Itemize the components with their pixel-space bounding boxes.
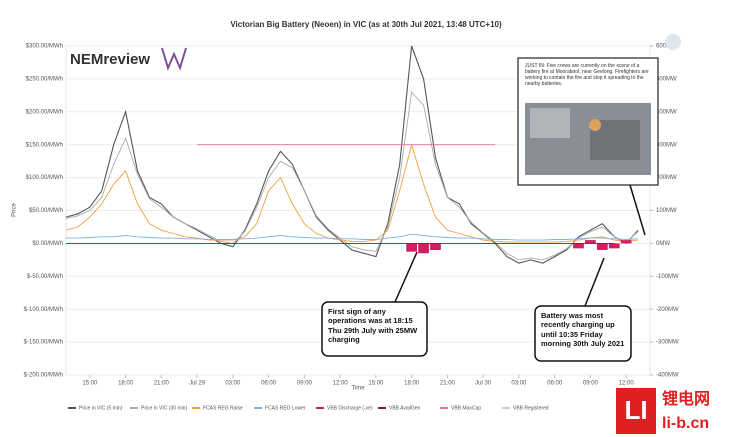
watermark-mark — [616, 388, 656, 434]
x-tick-label: 09:00 — [297, 381, 313, 387]
y-tick-label: $50.00/MWh — [29, 208, 63, 214]
x-tick-label: 06:00 — [261, 381, 277, 387]
x-tick-label: 15:00 — [82, 381, 98, 387]
bar — [430, 243, 441, 250]
y2-tick-label: 500MW — [656, 76, 677, 82]
series-line — [65, 91, 639, 261]
y-tick-label: $-100.00/MWh — [24, 307, 63, 313]
y2-tick-label: -200MW — [656, 307, 679, 313]
annotation-box — [321, 301, 428, 357]
legend-label: VBB AvailGen — [389, 405, 421, 411]
bar — [608, 243, 620, 249]
tweet-inset: JUST IN: Five crews are currently on the… — [517, 57, 659, 236]
y-tick-label: $0.00/MWh — [32, 241, 63, 247]
avatar — [665, 34, 681, 50]
inset-text-box: JUST IN: Five crews are currently on the… — [525, 63, 649, 87]
legend: Price in VIC (5 min) Price in VIC (30 min… — [68, 405, 549, 411]
legend-label: FCAS REG Raise — [203, 405, 243, 411]
y-tick-label: $300.00/MWh — [26, 44, 63, 50]
y-tick-label: $100.00/MWh — [26, 175, 63, 181]
y2-tick-label: 100MW — [656, 208, 677, 214]
legend-label: Price in VIC (5 min) — [79, 405, 123, 411]
series-line — [66, 233, 639, 241]
bar — [596, 243, 608, 250]
y2-tick-label: -300MW — [656, 340, 679, 346]
inset-arrow — [629, 184, 646, 236]
watermark-site: li-b.cn — [662, 415, 709, 432]
inset-photo-fire — [589, 119, 601, 131]
legend-label: VBB Registered — [513, 405, 549, 411]
y2-tick-label: 300MW — [656, 142, 677, 148]
y-tick-label: $200.00/MWh — [26, 109, 63, 115]
y2-tick-label: -400MW — [656, 373, 679, 379]
x-tick-label: 21:00 — [440, 381, 456, 387]
watermark: LI 锂电网 li-b.cn — [616, 388, 710, 434]
plot-area: $300.00/MWh $250.00/MWh $200.00/MWh $150.00… — [24, 44, 679, 387]
annotation: First sign of any operations was at 18:1… — [321, 251, 428, 357]
y-tick-label: $150.00/MWh — [26, 142, 63, 148]
bar — [418, 243, 429, 254]
y2-tick-label: 200MW — [656, 175, 677, 181]
bar — [573, 243, 584, 249]
annotation: Battery was most recently charging up un… — [534, 257, 632, 362]
legend-label: VBB MaxCap — [451, 405, 481, 411]
annotation-text-box: First sign of any operations was at 18:1… — [328, 307, 418, 345]
x-axis-label: Time — [351, 386, 365, 392]
x-tick-label: Jul 30 — [475, 381, 492, 387]
annotation-arrow — [394, 251, 418, 303]
watermark-mark-text: LI — [624, 395, 647, 425]
x-tick-label: 03:00 — [225, 381, 241, 387]
x-tick-label: 15:00 — [368, 381, 384, 387]
annotation-text: Battery was most recently charging up un… — [541, 311, 625, 349]
logo-icon — [161, 47, 187, 71]
chart-title: Victorian Big Battery (Neoen) in VIC (as… — [230, 20, 502, 29]
bar — [406, 243, 417, 252]
y-tick-label: $250.00/MWh — [26, 76, 63, 82]
annotation-arrow — [584, 257, 605, 307]
series-line — [65, 143, 639, 243]
x-tick-label: 09:00 — [583, 381, 599, 387]
bar — [620, 240, 632, 244]
y-tick-label: $-150.00/MWh — [24, 340, 63, 346]
watermark-name: 锂电网 — [662, 389, 710, 408]
inset-photo-part — [530, 108, 570, 138]
y2-tick-label: -100MW — [656, 274, 679, 280]
legend-label: VBB Discharge (-ve) — [327, 405, 373, 411]
x-tick-label: 12:00 — [333, 381, 349, 387]
legend-label: Price in VIC (30 min) — [141, 405, 187, 411]
y2-tick-label: 400MW — [656, 109, 677, 115]
x-tick-label: 06:00 — [547, 381, 563, 387]
x-tick-label: 18:00 — [118, 381, 134, 387]
inset-text: JUST IN: Five crews are currently on the… — [525, 63, 649, 87]
x-tick-label: Jul 29 — [189, 381, 206, 387]
x-tick-label: 21:00 — [154, 381, 170, 387]
series-line — [65, 45, 639, 264]
annotation-text: First sign of any operations was at 18:1… — [328, 307, 418, 345]
y2-tick-label: 0MW — [656, 241, 670, 247]
annotation-box — [534, 305, 632, 362]
y-tick-label: $-50.00/MWh — [27, 274, 63, 280]
legend-label: FCAS REG Lower — [265, 405, 306, 411]
x-tick-label: 12:00 — [619, 381, 635, 387]
y-tick-label: $-200.00/MWh — [24, 373, 63, 379]
annotation-text-box: Battery was most recently charging up un… — [541, 311, 625, 349]
logo: NEMreview — [70, 51, 150, 68]
x-tick-label: 18:00 — [404, 381, 420, 387]
bar — [585, 240, 596, 244]
x-tick-label: 03:00 — [511, 381, 527, 387]
y-axis-label: Price — [12, 203, 18, 217]
